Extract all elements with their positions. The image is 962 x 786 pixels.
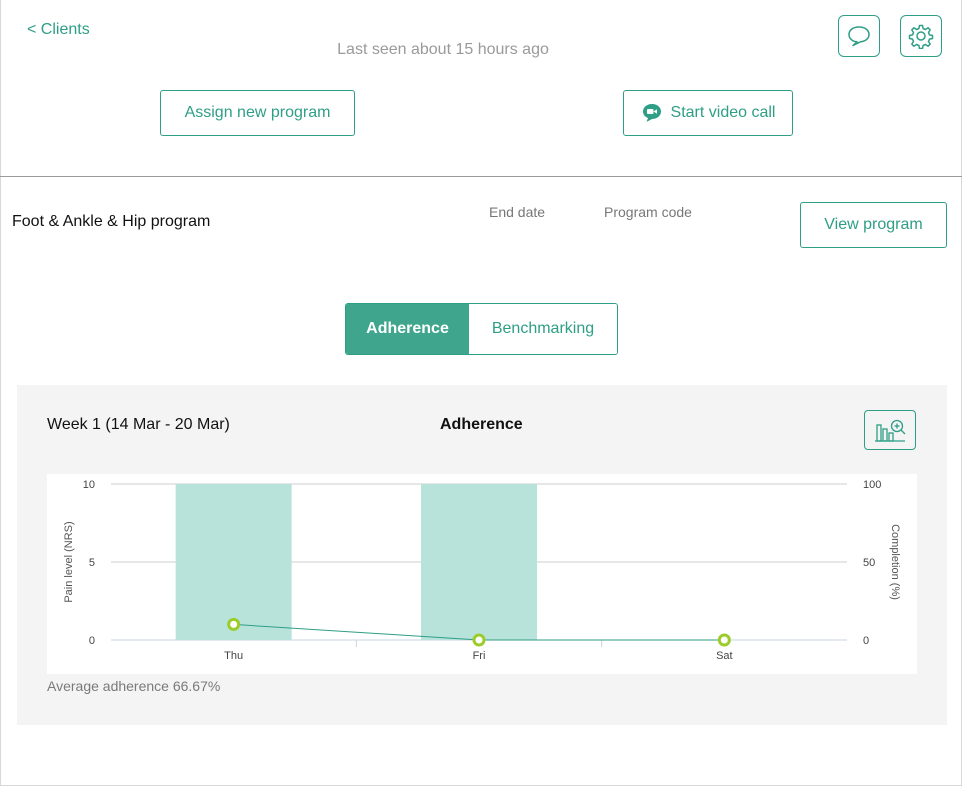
y-axis-label-left: Pain level (NRS) bbox=[63, 521, 75, 602]
x-tick-label: Thu bbox=[224, 650, 243, 662]
y-tick-left: 10 bbox=[83, 479, 95, 491]
last-seen-text: Last seen about 15 hours ago bbox=[337, 41, 549, 58]
assign-new-program-label: Assign new program bbox=[184, 104, 331, 121]
gear-icon bbox=[908, 24, 934, 49]
program-code-label: Program code bbox=[604, 204, 692, 220]
chart-zoom-button[interactable] bbox=[864, 410, 916, 450]
end-date-label: End date bbox=[489, 204, 546, 220]
average-adherence: Average adherence 66.67% bbox=[47, 678, 221, 694]
view-program-button[interactable]: View program bbox=[800, 202, 947, 248]
tab-adherence[interactable]: Adherence bbox=[346, 304, 469, 354]
y-tick-left: 0 bbox=[89, 635, 95, 647]
y-tick-right: 50 bbox=[863, 557, 875, 569]
adherence-panel: Week 1 (14 Mar - 20 Mar) Adherence 0 5 10 0… bbox=[17, 385, 947, 725]
start-video-call-button[interactable]: Start video call bbox=[623, 90, 793, 136]
y-axis-label-right: Completion (%) bbox=[889, 524, 901, 600]
completion-bar bbox=[175, 484, 292, 640]
x-tick-label: Sat bbox=[716, 650, 733, 662]
tab-benchmarking[interactable]: Benchmarking bbox=[469, 304, 617, 354]
chat-bubble-icon bbox=[848, 26, 870, 47]
adherence-chart: 0 5 10 0 50 100 Thu Fri Sat Pain level (NRS) Compl… bbox=[47, 474, 917, 674]
video-chat-icon bbox=[642, 104, 661, 122]
message-button[interactable] bbox=[838, 15, 880, 57]
pain-point bbox=[227, 617, 241, 631]
pain-point bbox=[717, 633, 731, 647]
y-tick-right: 0 bbox=[863, 635, 869, 647]
y-tick-left: 5 bbox=[89, 557, 95, 569]
start-video-call-label: Start video call bbox=[670, 104, 776, 121]
y-tick-right: 100 bbox=[863, 479, 881, 491]
back-to-clients-link[interactable]: < Clients bbox=[27, 21, 90, 38]
completion-bar bbox=[421, 484, 537, 640]
settings-button[interactable] bbox=[900, 15, 942, 57]
view-program-label: View program bbox=[824, 216, 923, 233]
program-name: Foot & Ankle & Hip program bbox=[12, 213, 211, 230]
assign-new-program-button[interactable]: Assign new program bbox=[160, 90, 355, 136]
chart-zoom-icon bbox=[875, 419, 906, 442]
view-tabs: Adherence Benchmarking bbox=[345, 303, 618, 355]
week-label: Week 1 (14 Mar - 20 Mar) bbox=[47, 416, 230, 433]
panel-title: Adherence bbox=[440, 416, 523, 433]
x-tick-label: Fri bbox=[473, 650, 486, 662]
section-divider bbox=[0, 176, 962, 177]
pain-point bbox=[472, 633, 486, 647]
